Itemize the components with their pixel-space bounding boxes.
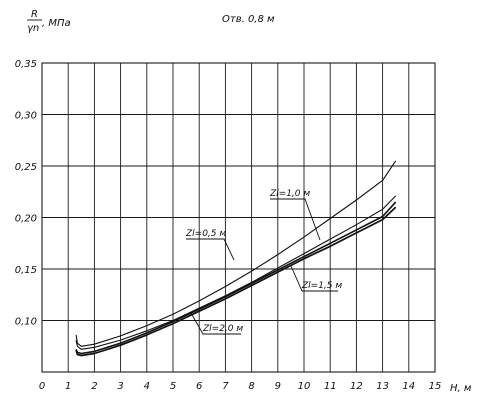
ylabel-unit: , МПа <box>42 18 71 29</box>
series-line-1 <box>75 160 397 347</box>
y-tick-label: 0,35 <box>15 59 37 70</box>
series-line-3 <box>75 201 397 355</box>
annotation-label: Zl=1,5 м <box>301 281 342 291</box>
x-tick-label: 1 <box>65 381 71 392</box>
annotation-zl-1-0: Zl=1,0 м <box>269 189 321 241</box>
chart-title: Отв. 0,8 м <box>222 14 275 25</box>
x-tick-label: 5 <box>170 381 176 392</box>
x-tick-label: 14 <box>402 381 415 392</box>
y-tick-label: 0,20 <box>15 214 37 225</box>
y-tick-label: 0,25 <box>15 162 37 173</box>
x-tick-label: 3 <box>117 381 123 392</box>
x-axis-label: H, м <box>450 383 472 394</box>
annotation-label: Zl=1,0 м <box>269 189 310 199</box>
annotation-zl-1-5: Zl=1,5 м <box>290 265 342 292</box>
y-tick-labels: 0,10 0,15 0,20 0,25 0,30 0,35 <box>15 59 37 328</box>
annotation-zl-2-0: Zl=2,0 м <box>190 312 243 335</box>
y-axis-label: R γn , МПа <box>27 9 71 34</box>
leader-line <box>186 238 235 261</box>
series-line-4 <box>75 206 397 357</box>
leader-line <box>290 265 338 292</box>
x-tick-label: 15 <box>429 381 442 392</box>
x-tick-labels: 0 1 2 3 4 5 6 7 8 9 10 11 12 13 14 15 <box>39 381 442 392</box>
series-lines <box>75 160 397 357</box>
y-tick-label: 0,10 <box>15 317 37 328</box>
x-tick-label: 10 <box>298 381 311 392</box>
ylabel-denominator: γn <box>27 23 39 34</box>
annotation-label: Zl=2,0 м <box>202 324 243 334</box>
x-tick-label: 13 <box>376 381 389 392</box>
x-tick-label: 8 <box>248 381 254 392</box>
x-tick-label: 9 <box>275 381 281 392</box>
annotation-zl-0-5: Zl=0,5 м <box>185 229 235 261</box>
leader-line <box>190 312 241 335</box>
ylabel-numerator: R <box>31 9 38 20</box>
y-tick-label: 0,30 <box>15 111 37 122</box>
y-tick-label: 0,15 <box>15 265 37 276</box>
grid <box>42 62 435 372</box>
x-tick-label: 11 <box>324 381 337 392</box>
x-tick-label: 2 <box>91 381 97 392</box>
x-tick-label: 0 <box>39 381 45 392</box>
x-tick-label: 6 <box>196 381 202 392</box>
plot-frame <box>41 62 436 373</box>
x-tick-label: 4 <box>144 381 150 392</box>
x-tick-label: 7 <box>222 381 229 392</box>
leader-line <box>270 198 321 241</box>
annotation-label: Zl=0,5 м <box>185 229 226 239</box>
x-tick-label: 12 <box>350 381 363 392</box>
series-line-2 <box>75 195 397 350</box>
